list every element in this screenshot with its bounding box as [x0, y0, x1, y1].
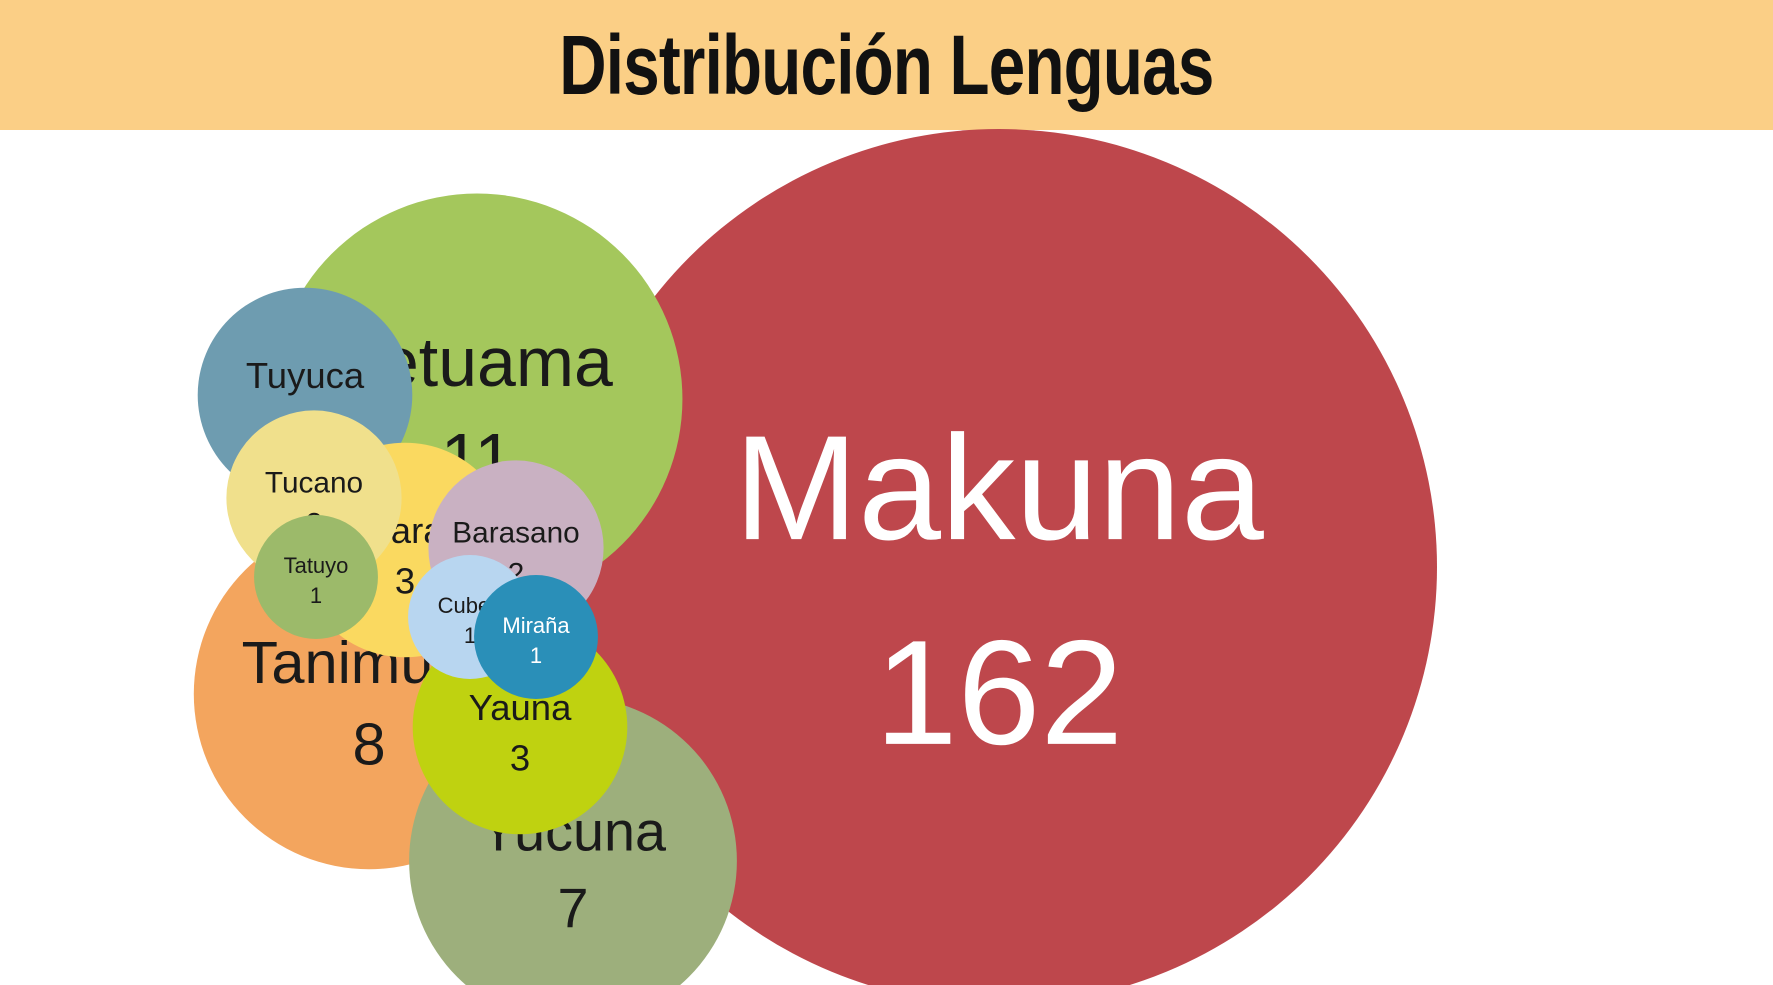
bubble-label-name: Tatuyo: [284, 553, 349, 578]
bubble-label-value: 1: [464, 623, 476, 648]
bubble-label-value: 1: [530, 643, 542, 668]
bubble-circle: [254, 515, 378, 639]
bubble-makuna: Makuna 162: [561, 129, 1437, 985]
bubble-label-value: 162: [875, 609, 1123, 776]
bubble-label-name: Tucano: [265, 466, 363, 499]
title-bar: Distribución Lenguas: [0, 0, 1773, 130]
bubble-label-name: Tuyuca: [246, 355, 365, 396]
bubble-label-value: 8: [352, 711, 385, 778]
bubble-label-value: 1: [310, 583, 322, 608]
bubble-tatuyo: Tatuyo 1: [254, 515, 378, 639]
chart-title: Distribución Lenguas: [559, 17, 1214, 112]
bubble-label-name: Miraña: [502, 613, 570, 638]
bubble-label-value: 3: [510, 737, 530, 778]
bubble-label-name: Barasano: [452, 516, 579, 549]
bubble-label-name: Makuna: [734, 404, 1264, 571]
bubble-circle: [561, 129, 1437, 985]
bubble-label-value: 7: [558, 877, 589, 939]
bubble-miraña: Miraña 1: [474, 575, 598, 699]
bubble-label-value: 3: [395, 560, 415, 601]
bubble-circle: [474, 575, 598, 699]
